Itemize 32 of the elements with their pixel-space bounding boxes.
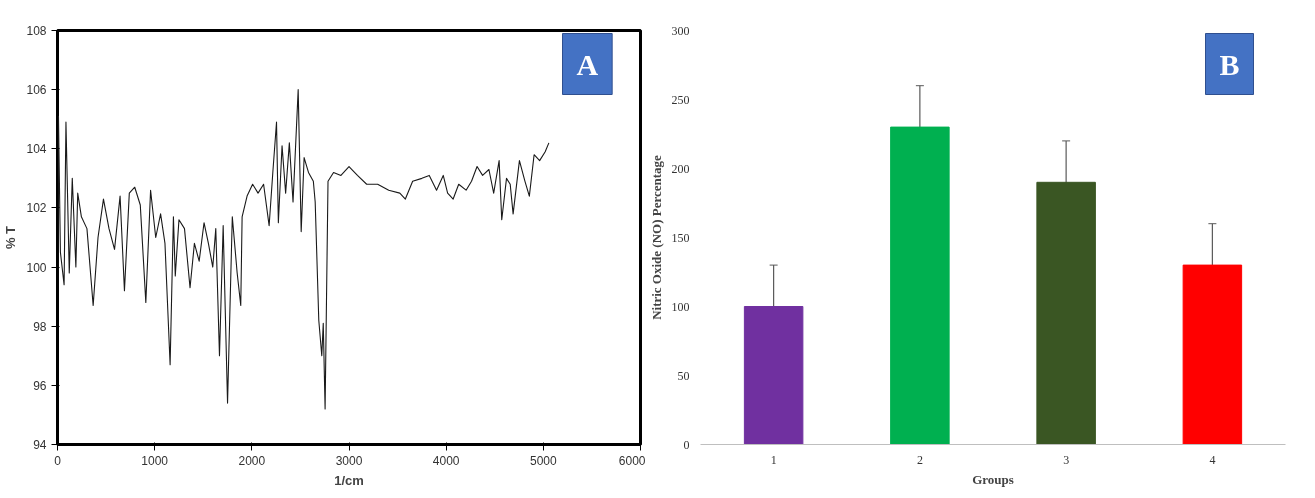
x-tick-label: 1000: [141, 453, 169, 468]
y-tick-label: 106: [26, 83, 47, 98]
y-tick-label: 96: [33, 378, 47, 393]
y-tick-label: 94: [33, 438, 47, 452]
y-tick-label: 100: [671, 299, 690, 314]
annotation: B: [1219, 47, 1240, 81]
x-axis-title: 1/cm: [334, 472, 364, 488]
x-tick-label: 6000: [618, 453, 646, 468]
annotation: A: [576, 47, 599, 81]
x-tick-label: 5000: [529, 453, 558, 468]
x-tick-label: 3000: [335, 453, 363, 468]
x-tick-label: 2000: [238, 453, 266, 468]
y-tick-label: 250: [671, 92, 690, 107]
y-tick-label: 100: [26, 260, 47, 275]
x-tick-label: 3: [1063, 452, 1070, 467]
x-tick-label: 1: [770, 452, 777, 467]
x-tick-label: 0: [54, 453, 62, 468]
y-tick-label: 150: [671, 230, 690, 245]
y-tick-label: 102: [26, 201, 47, 216]
x-tick-label: 2: [916, 452, 923, 467]
y-axis-title: Nitric Oxide (NO) Percentage: [648, 154, 664, 320]
y-tick-label: 98: [33, 319, 47, 334]
y-axis-title: % T: [3, 225, 19, 250]
x-tick-label: 4000: [432, 453, 460, 468]
x-axis-title: Groups: [972, 471, 1014, 487]
y-tick-label: 0: [683, 437, 690, 452]
y-tick-label: 300: [671, 23, 690, 38]
y-tick-label: 200: [671, 161, 690, 176]
y-tick-label: 50: [677, 368, 690, 383]
y-tick-label: 108: [26, 24, 47, 38]
y-tick-label: 104: [26, 142, 47, 157]
x-tick-label: 4: [1209, 452, 1216, 467]
